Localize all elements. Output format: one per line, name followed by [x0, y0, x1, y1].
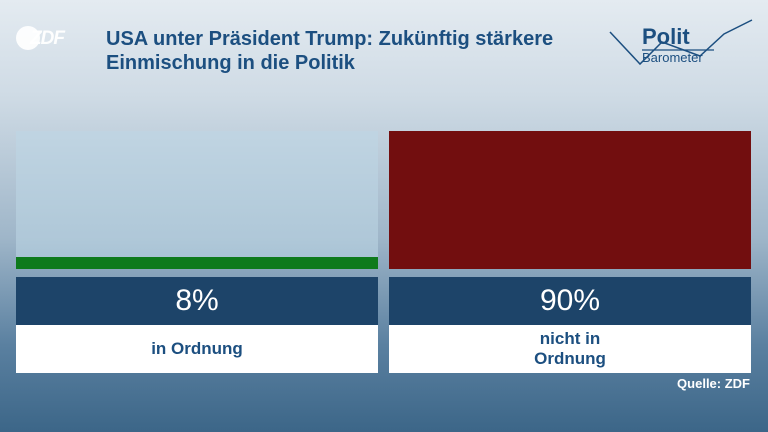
politbarometer-line-icon — [609, 19, 753, 66]
politbarometer-logo: Polit Barometer — [604, 16, 754, 74]
bar-value-label-2: 90% — [389, 277, 751, 325]
category-label-2: nicht in Ordnung — [389, 325, 751, 373]
brand-line2: Barometer — [642, 50, 703, 65]
chart-title: USA unter Präsident Trump: Zukünftig stä… — [106, 28, 554, 74]
category-label-2-text: nicht in Ordnung — [534, 329, 606, 368]
bar-column-2: 90% nicht in Ordnung — [389, 131, 751, 373]
bar-column-1: 8% in Ordnung — [16, 131, 378, 373]
bar-track-2 — [389, 131, 751, 269]
zdf-logo: ZDF — [16, 26, 78, 50]
zdf-logo-circle — [16, 26, 40, 50]
bar-1 — [16, 257, 378, 269]
zdf-logo-text: ZDF — [30, 28, 65, 49]
source-note: Quelle: ZDF — [677, 376, 750, 391]
bar-track-1 — [16, 131, 378, 269]
category-label-1-text: in Ordnung — [151, 339, 243, 358]
category-label-1: in Ordnung — [16, 325, 378, 373]
brand-line1: Polit — [642, 24, 690, 49]
bar-2 — [389, 131, 751, 269]
bar-value-label-1: 8% — [16, 277, 378, 325]
